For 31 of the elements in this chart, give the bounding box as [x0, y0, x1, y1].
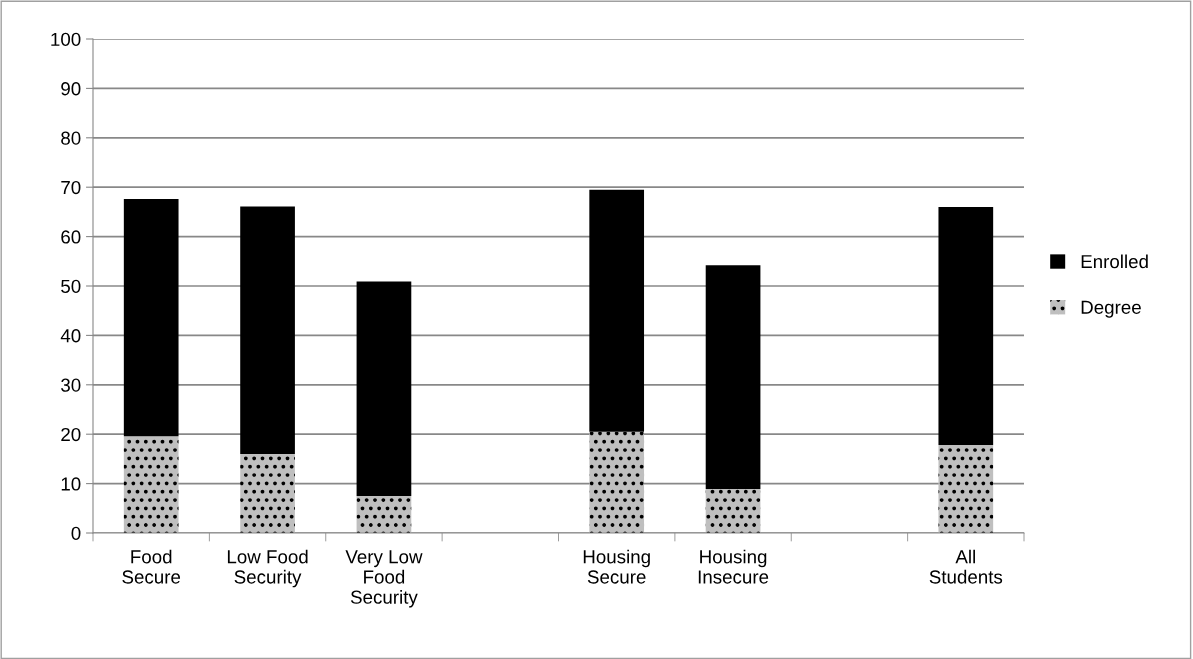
legend-label: Degree: [1081, 300, 1141, 318]
x-tick-label: Low Food Security: [227, 549, 308, 588]
bar: [356, 281, 412, 496]
y-tick-label: 30: [61, 378, 81, 392]
bar: [589, 189, 645, 432]
bar: [240, 453, 295, 533]
legend-label: Enrolled: [1081, 254, 1148, 269]
y-tick-label: 90: [61, 82, 81, 96]
y-tick-label: 60: [61, 230, 81, 244]
x-tick-label: Very Low Food Security: [345, 550, 423, 608]
y-tick-label: 50: [61, 279, 81, 293]
bar: [589, 431, 645, 533]
x-tick-label: Housing Secure: [583, 549, 650, 584]
bar: [123, 199, 179, 437]
x-tick-label: All Students: [929, 549, 1003, 584]
y-tick-label: 80: [61, 131, 81, 145]
bar: [356, 495, 412, 533]
bar: [240, 206, 295, 454]
y-tick-label: 20: [61, 427, 81, 442]
x-tick-label: Food Secure: [122, 549, 181, 584]
bar: [938, 445, 994, 533]
y-tick-label: 40: [60, 329, 81, 343]
y-tick-label: 0: [71, 526, 81, 540]
bar: [705, 265, 761, 490]
bar: [123, 436, 179, 533]
y-tick-label: 100: [51, 32, 81, 46]
x-tick-label: Housing Insecure: [698, 549, 769, 584]
bar: [705, 489, 761, 533]
y-tick-label: 10: [61, 477, 81, 491]
bar: [938, 206, 994, 446]
y-tick-label: 70: [61, 180, 81, 195]
